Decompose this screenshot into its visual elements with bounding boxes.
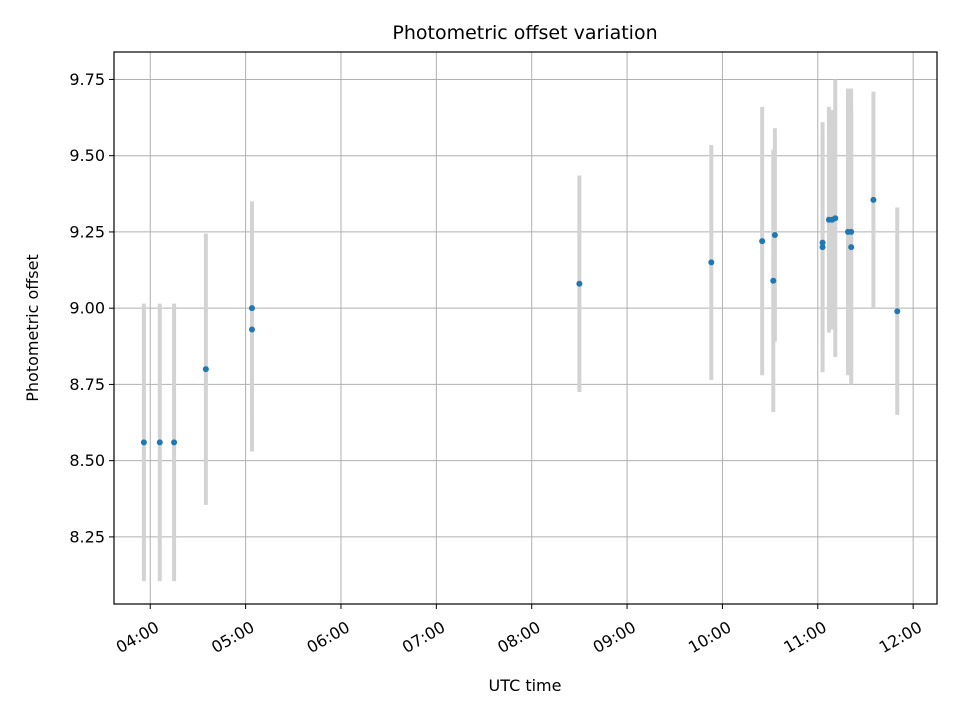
data-point	[848, 244, 855, 251]
y-tick-label: 9.25	[69, 222, 105, 241]
data-point	[156, 439, 163, 446]
data-point	[248, 326, 255, 333]
y-tick-label: 8.50	[69, 451, 105, 470]
data-point	[248, 305, 255, 312]
data-point	[140, 439, 147, 446]
data-point	[202, 366, 209, 373]
chart-title: Photometric offset variation	[392, 22, 657, 44]
data-point	[771, 231, 778, 238]
data-points	[140, 196, 901, 446]
y-tick-label: 8.75	[69, 375, 105, 394]
y-tick-label: 8.25	[69, 527, 105, 546]
y-tick-label: 9.75	[69, 70, 105, 89]
y-tick-label: 9.00	[69, 299, 105, 318]
data-point	[759, 238, 766, 245]
data-point	[171, 439, 178, 446]
y-axis-label: Photometric offset	[23, 254, 42, 402]
data-point	[819, 239, 826, 246]
y-axis-ticks: 8.25 8.50 8.75 9.00 9.25 9.50 9.75	[69, 70, 114, 546]
grid	[114, 52, 937, 604]
x-axis-label: UTC time	[489, 676, 562, 695]
y-tick-label: 9.50	[69, 146, 105, 165]
data-point	[819, 244, 826, 251]
data-point	[832, 215, 839, 222]
data-point	[870, 196, 877, 203]
data-point	[576, 280, 583, 287]
data-point	[848, 228, 855, 235]
data-point	[894, 308, 901, 315]
data-point	[770, 277, 777, 284]
plot-frame	[113, 51, 938, 605]
data-point	[708, 259, 715, 266]
